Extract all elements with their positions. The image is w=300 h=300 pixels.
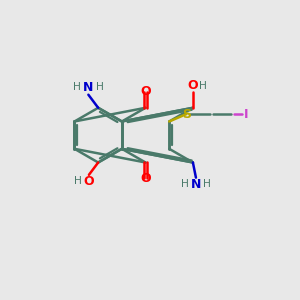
Text: O: O xyxy=(188,79,198,92)
Text: O: O xyxy=(140,172,151,185)
Text: N: N xyxy=(191,178,201,191)
Text: O: O xyxy=(84,175,94,188)
Text: H: H xyxy=(73,82,81,92)
Text: H: H xyxy=(181,179,189,189)
Text: O: O xyxy=(140,85,151,98)
Text: H: H xyxy=(74,176,82,186)
Text: N: N xyxy=(83,81,94,94)
Text: H: H xyxy=(200,81,207,91)
Text: S: S xyxy=(182,108,191,121)
Text: H: H xyxy=(96,82,104,92)
Text: I: I xyxy=(244,108,248,121)
Text: H: H xyxy=(203,179,211,189)
